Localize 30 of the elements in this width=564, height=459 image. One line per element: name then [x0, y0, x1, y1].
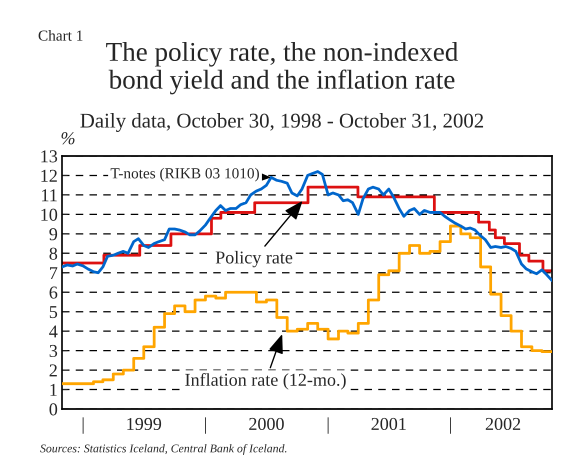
- y-axis-title: %: [62, 132, 74, 144]
- y-tick-label: 3: [50, 344, 58, 358]
- y-tick-label: 12: [41, 170, 57, 182]
- y-tick-label: 4: [49, 326, 58, 338]
- annotation: Inflation rate (12-mo.): [185, 373, 346, 390]
- y-tick-label: 2: [50, 364, 57, 376]
- y-tick-label: 5: [50, 306, 58, 318]
- x-tick-label: |: [450, 417, 451, 434]
- y-tick-label: 1: [50, 384, 57, 396]
- y-tick-label: 10: [41, 208, 58, 221]
- x-tick-label: 1999: [127, 418, 162, 430]
- x-tick-label: 2001: [372, 418, 406, 430]
- chart-subtitle: Daily data, October 30, 1998 - October 31, 2002: [80, 113, 484, 132]
- annotation: T-notes (RIKB 03 1010): [110, 168, 259, 182]
- source-note: Sources: Statistics Iceland, Central Bank of Iceland.: [40, 444, 286, 455]
- x-tick-label: |: [82, 417, 84, 434]
- x-tick-label: 2000: [249, 418, 284, 430]
- x-tick-label: |: [328, 417, 329, 434]
- y-tick-label: 9: [49, 228, 58, 240]
- annotation: Policy rate: [216, 250, 292, 268]
- y-tick-label: 13: [41, 150, 58, 162]
- y-tick-label: 8: [49, 248, 58, 260]
- x-tick-label: 2002: [486, 418, 520, 430]
- y-tick-label: 7: [50, 267, 58, 280]
- chart-title: The policy rate, the non-indexed bond yield and the inflation rate: [106, 42, 458, 94]
- y-tick-label: 11: [42, 189, 57, 202]
- caption: Chart 1: [38, 30, 82, 41]
- y-tick-label: 6: [50, 286, 58, 299]
- y-tick-label: 0: [49, 403, 58, 416]
- x-tick-label: |: [204, 417, 206, 434]
